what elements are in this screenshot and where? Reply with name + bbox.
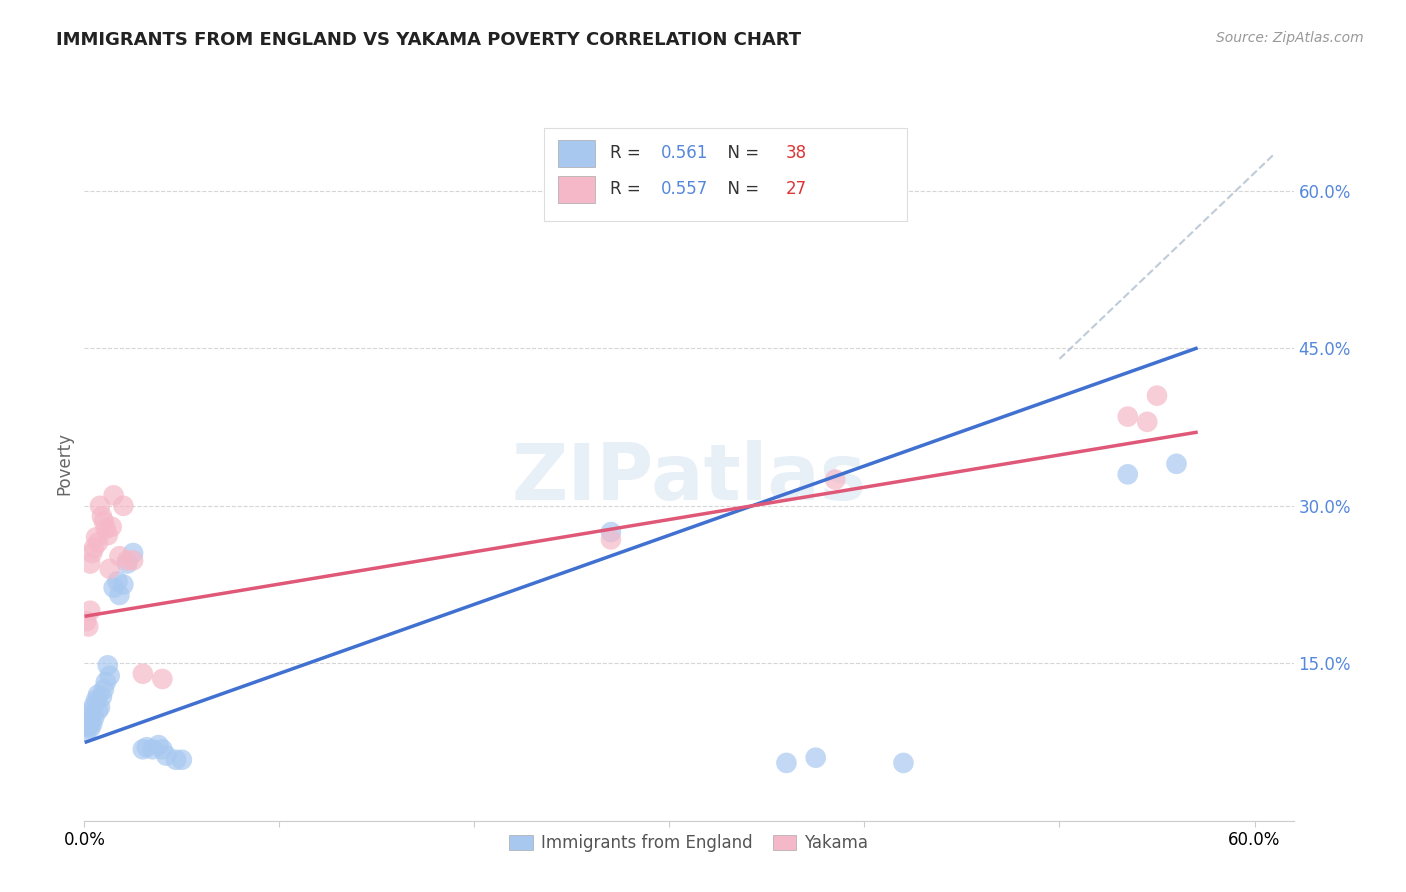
Point — [75, 724, 97, 739]
Text: IMMIGRANTS FROM ENGLAND VS YAKAMA POVERTY CORRELATION CHART: IMMIGRANTS FROM ENGLAND VS YAKAMA POVERT… — [56, 31, 801, 49]
Point — [103, 488, 125, 502]
Point — [90, 690, 112, 704]
Point — [79, 721, 101, 735]
Point — [112, 499, 135, 513]
Point — [82, 546, 104, 560]
Point — [89, 700, 111, 714]
Point — [87, 535, 110, 549]
Point — [84, 530, 107, 544]
Point — [94, 675, 117, 690]
Point — [83, 541, 105, 555]
Point — [117, 557, 139, 571]
Point — [77, 708, 100, 723]
Point — [77, 719, 100, 733]
FancyBboxPatch shape — [558, 176, 595, 202]
Point — [155, 748, 177, 763]
Y-axis label: Poverty: Poverty — [55, 433, 73, 495]
FancyBboxPatch shape — [558, 140, 595, 167]
Point — [1166, 457, 1188, 471]
Point — [600, 533, 623, 547]
Point — [600, 524, 623, 539]
Point — [1116, 409, 1139, 424]
Point — [824, 473, 846, 487]
Text: 0.557: 0.557 — [661, 180, 709, 198]
Text: N =: N = — [717, 145, 763, 162]
Text: N =: N = — [717, 180, 763, 198]
Point — [1146, 389, 1168, 403]
Point — [97, 658, 120, 673]
Text: R =: R = — [610, 145, 647, 162]
Point — [893, 756, 915, 770]
Point — [90, 509, 112, 524]
Point — [142, 742, 165, 756]
Point — [122, 546, 145, 560]
Point — [87, 688, 110, 702]
Text: 27: 27 — [786, 180, 807, 198]
Point — [79, 714, 101, 728]
Point — [82, 703, 104, 717]
Point — [170, 753, 193, 767]
Point — [79, 604, 101, 618]
Point — [87, 703, 110, 717]
Text: R =: R = — [610, 180, 647, 198]
Point — [93, 682, 115, 697]
Point — [132, 742, 155, 756]
Point — [82, 717, 104, 731]
Point — [93, 515, 115, 529]
Legend: Immigrants from England, Yakama: Immigrants from England, Yakama — [503, 828, 875, 859]
Point — [804, 750, 827, 764]
Point — [98, 562, 121, 576]
Point — [117, 553, 139, 567]
Point — [122, 553, 145, 567]
Point — [1136, 415, 1159, 429]
Point — [165, 753, 187, 767]
Point — [148, 738, 170, 752]
Point — [84, 693, 107, 707]
Point — [89, 499, 111, 513]
Point — [103, 581, 125, 595]
Point — [98, 669, 121, 683]
Point — [108, 549, 131, 564]
Point — [132, 666, 155, 681]
Text: 38: 38 — [786, 145, 807, 162]
Point — [100, 520, 122, 534]
Point — [94, 522, 117, 536]
Point — [79, 557, 101, 571]
Point — [75, 614, 97, 628]
Point — [1116, 467, 1139, 482]
Point — [83, 698, 105, 713]
Point — [775, 756, 797, 770]
Point — [112, 577, 135, 591]
Point — [77, 619, 100, 633]
Text: Source: ZipAtlas.com: Source: ZipAtlas.com — [1216, 31, 1364, 45]
Point — [150, 742, 173, 756]
Point — [108, 588, 131, 602]
Point — [107, 574, 129, 589]
Point — [135, 740, 157, 755]
Point — [150, 672, 173, 686]
Point — [97, 528, 120, 542]
Text: 0.561: 0.561 — [661, 145, 709, 162]
FancyBboxPatch shape — [544, 128, 907, 221]
Point — [83, 711, 105, 725]
Text: ZIPatlas: ZIPatlas — [512, 440, 866, 516]
